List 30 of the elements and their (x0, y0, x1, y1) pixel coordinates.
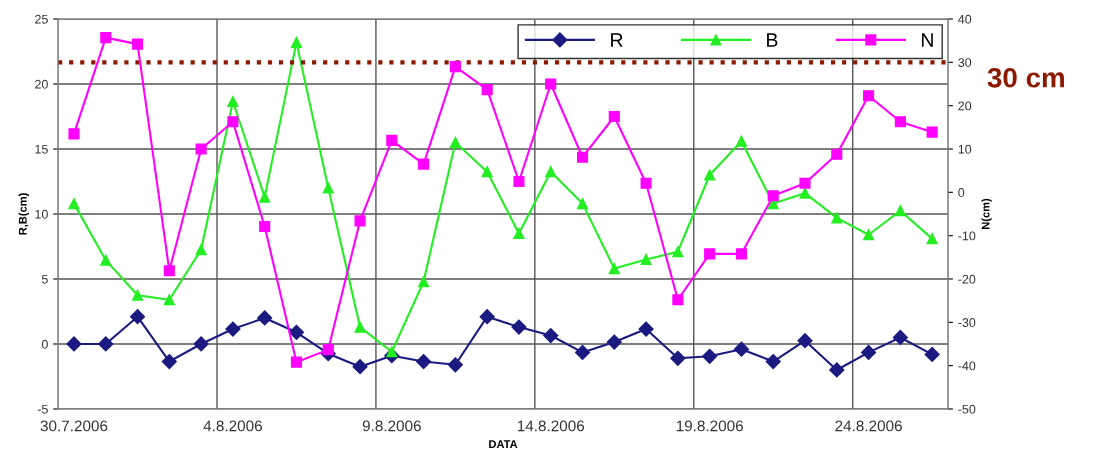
x-tick-label: 14.8.2006 (517, 420, 585, 432)
y2-tick-label: 30 (958, 58, 972, 67)
legend-label: N (921, 33, 933, 47)
x-tick-label: 9.8.2006 (362, 420, 421, 432)
y2-tick-label: -40 (958, 361, 976, 371)
x-tick-label: 19.8.2006 (676, 420, 743, 432)
y-tick-label: 0 (41, 339, 48, 349)
y2-tick-label: -50 (958, 404, 976, 414)
y-tick-label: 15 (35, 144, 48, 154)
legend-label: R (611, 33, 623, 47)
y2-tick-label: 10 (958, 144, 972, 154)
y-tick-label: 20 (35, 79, 48, 89)
legend-label: B (767, 33, 778, 47)
y2-tick-label: 20 (958, 101, 972, 111)
y2-tick-label: 40 (958, 14, 972, 24)
x-axis-title: DATA (489, 440, 518, 448)
y2-axis-title: N(cm) (981, 198, 992, 229)
y2-tick-label: -10 (958, 231, 976, 241)
x-tick-label: 24.8.2006 (835, 420, 902, 432)
y2-tick-label: -30 (958, 318, 976, 327)
ref-line-label: 30 cm (987, 67, 1064, 88)
y-axis-title: R,B(cm) (18, 193, 29, 235)
y-tick-label: 25 (35, 14, 48, 24)
y-tick-label: -5 (37, 404, 48, 414)
y2-tick-label: 0 (958, 188, 965, 197)
y2-tick-label: -20 (958, 274, 976, 284)
x-tick-label: 4.8.2006 (203, 420, 262, 432)
y-tick-label: 10 (35, 209, 48, 219)
y-tick-label: 5 (41, 274, 48, 284)
x-tick-label: 30.7.2006 (40, 420, 108, 432)
